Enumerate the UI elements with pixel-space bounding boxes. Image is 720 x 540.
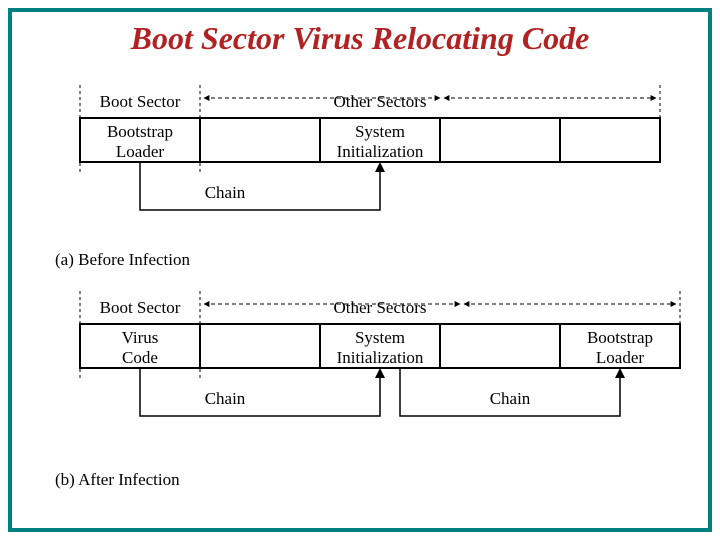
label-other-sectors-a: Other Sectors — [320, 92, 440, 112]
caption-b: (b) After Infection — [55, 470, 180, 490]
label-boot-sector-b: Boot Sector — [80, 298, 200, 318]
slide-border — [8, 8, 712, 532]
label-bootstrap-loader-b: Bootstrap Loader — [560, 328, 680, 367]
label-other-sectors-b: Other Sectors — [320, 298, 440, 318]
label-virus-code-b: Virus Code — [80, 328, 200, 367]
label-bootstrap-loader-a: Bootstrap Loader — [80, 122, 200, 161]
label-system-init-b: System Initialization — [320, 328, 440, 367]
slide-title: Boot Sector Virus Relocating Code — [0, 20, 720, 57]
caption-a: (a) Before Infection — [55, 250, 190, 270]
label-chain-b1: Chain — [195, 389, 255, 409]
label-chain-a: Chain — [195, 183, 255, 203]
label-system-init-a: System Initialization — [320, 122, 440, 161]
label-chain-b2: Chain — [480, 389, 540, 409]
label-boot-sector-a: Boot Sector — [80, 92, 200, 112]
